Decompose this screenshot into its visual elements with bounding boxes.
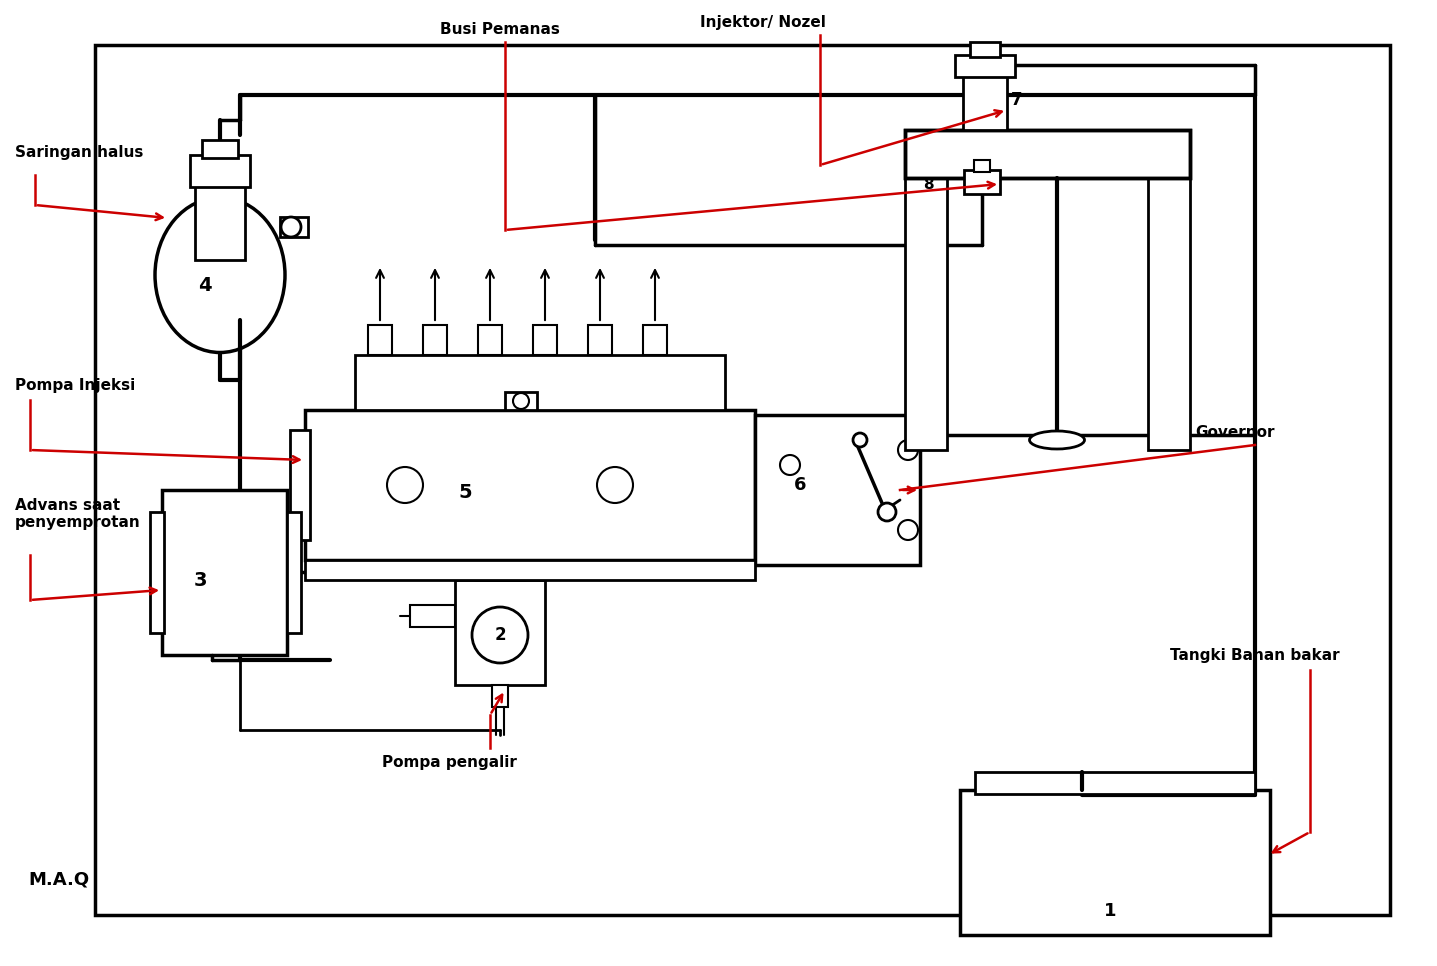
Bar [368, 325, 392, 355]
Ellipse shape [1029, 431, 1085, 449]
Bar [905, 130, 1190, 178]
Bar [162, 490, 287, 655]
Circle shape [471, 607, 527, 663]
Text: Pompa Injeksi: Pompa Injeksi [14, 378, 135, 393]
Bar [410, 605, 456, 627]
Bar [479, 325, 502, 355]
Bar [305, 560, 754, 580]
Bar [754, 415, 920, 565]
Circle shape [854, 433, 867, 447]
Bar [287, 512, 300, 633]
Bar [422, 325, 447, 355]
Text: Busi Pemanas: Busi Pemanas [440, 22, 560, 37]
Bar [280, 217, 308, 237]
Bar [149, 512, 164, 633]
Bar [195, 185, 244, 260]
Bar [963, 75, 1007, 130]
Text: Tangki Bahan bakar: Tangki Bahan bakar [1170, 648, 1339, 663]
Text: 3: 3 [193, 571, 207, 589]
Text: Saringan halus: Saringan halus [14, 145, 144, 160]
Circle shape [780, 455, 800, 475]
Bar [960, 790, 1270, 935]
Circle shape [513, 393, 529, 409]
Bar [456, 580, 545, 685]
Bar [905, 130, 947, 450]
Text: 5: 5 [458, 482, 471, 501]
Bar [533, 325, 558, 355]
Bar [290, 430, 310, 540]
Bar [974, 772, 1255, 794]
Text: Pompa pengalir: Pompa pengalir [382, 755, 517, 770]
Bar [964, 170, 1000, 194]
Circle shape [282, 217, 300, 237]
Circle shape [596, 467, 634, 503]
Text: 2: 2 [494, 626, 506, 644]
Text: 6: 6 [793, 476, 806, 494]
Bar [355, 355, 726, 410]
Bar [642, 325, 667, 355]
Bar [905, 130, 1190, 178]
Bar [956, 55, 1015, 77]
Text: 8: 8 [924, 177, 934, 191]
Bar [1148, 130, 1190, 450]
Bar [970, 42, 1000, 57]
Text: 1: 1 [1104, 902, 1117, 920]
Bar [190, 155, 250, 187]
Text: Advans saat
penyemprotan: Advans saat penyemprotan [14, 498, 141, 530]
Bar [305, 410, 754, 560]
Bar [974, 160, 990, 172]
Circle shape [387, 467, 422, 503]
Bar [588, 325, 612, 355]
Text: Injektor/ Nozel: Injektor/ Nozel [700, 15, 826, 30]
Bar [203, 140, 239, 158]
Circle shape [898, 520, 918, 540]
Ellipse shape [155, 197, 285, 353]
Text: Governor: Governor [1196, 425, 1275, 440]
Circle shape [898, 440, 918, 460]
Bar [491, 685, 509, 707]
Circle shape [878, 503, 897, 521]
Text: 4: 4 [198, 275, 211, 295]
Bar [504, 392, 537, 410]
Text: 7: 7 [1012, 91, 1023, 109]
Text: M.A.Q: M.A.Q [27, 870, 89, 888]
